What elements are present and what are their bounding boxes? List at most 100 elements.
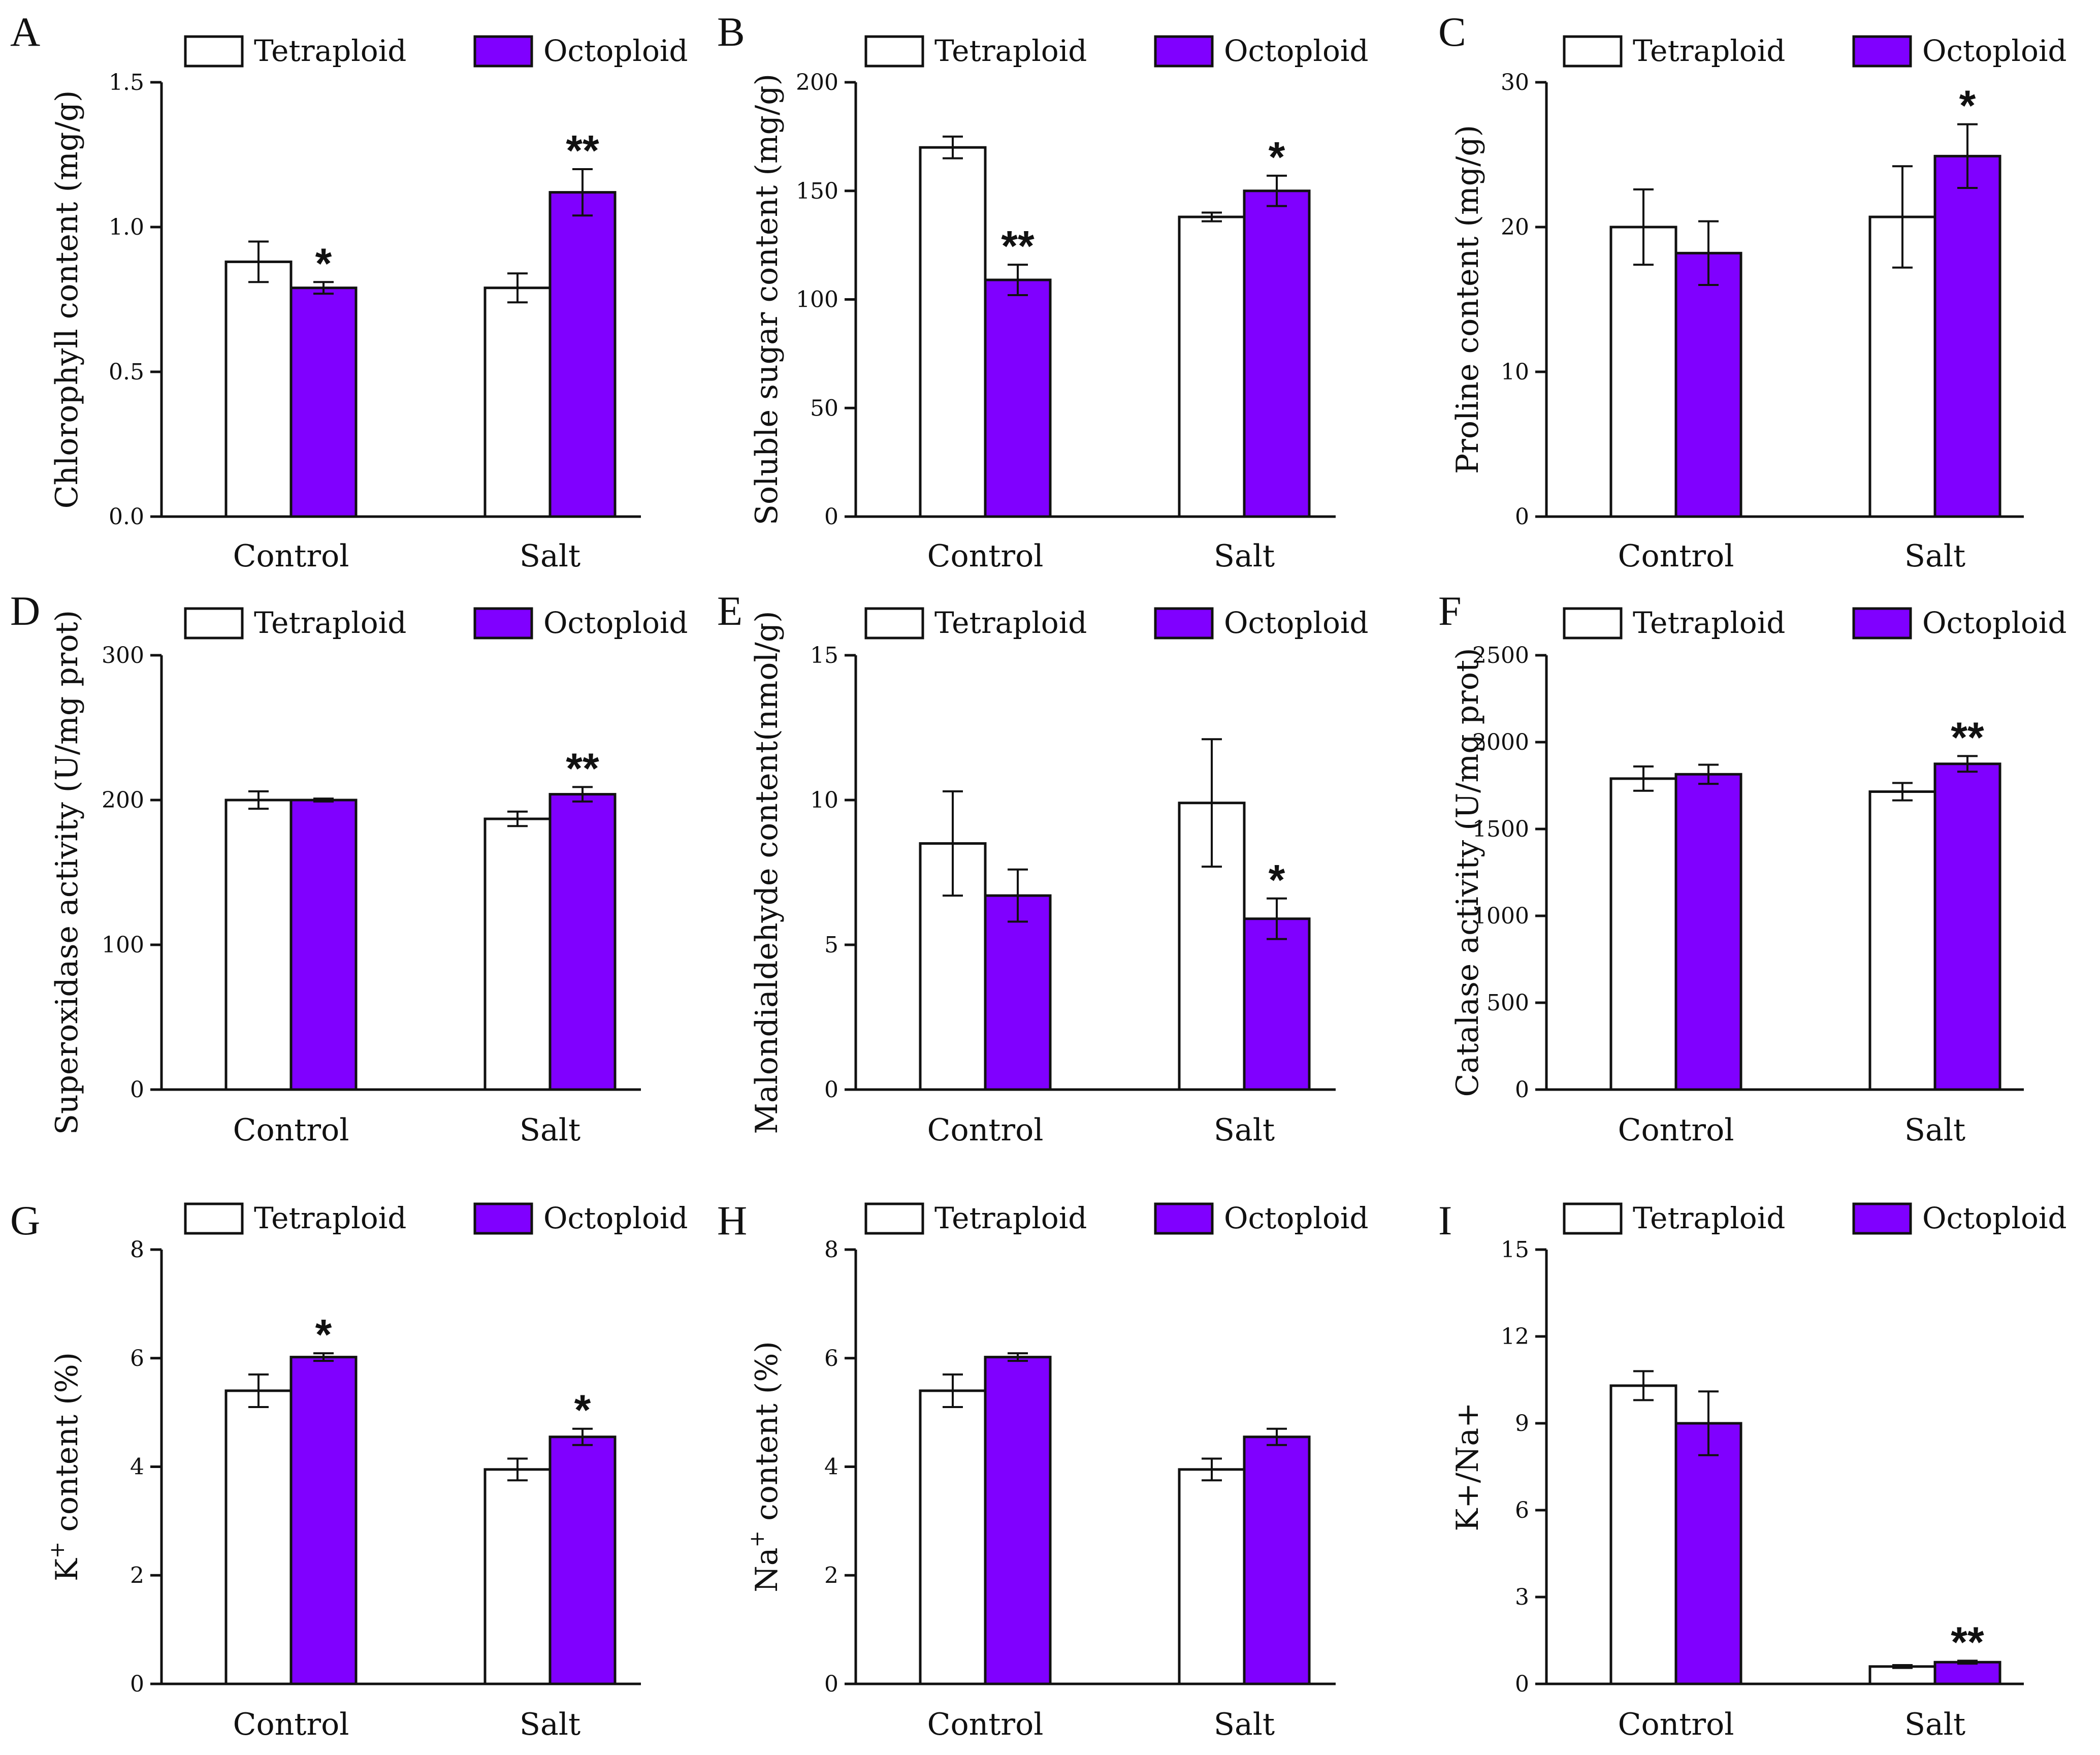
bar-octoploid [1243, 1435, 1311, 1685]
x-category-label: Salt [1214, 1707, 1275, 1742]
bar-tetraploid [919, 1389, 987, 1685]
y-axis-title: Chlorophyll content (mg/g) [49, 90, 85, 509]
y-tick-label: 1.5 [109, 70, 144, 95]
panel-letter: A [10, 9, 40, 55]
y-axis-title: Na+ content (%) [746, 1341, 785, 1592]
bar-octoploid [289, 286, 358, 518]
y-tick-label: 0.5 [109, 359, 144, 385]
bar-tetraploid [1178, 215, 1246, 518]
significance-marker: * [315, 1311, 332, 1358]
y-axis-title: Catalase activity (U/mg prot) [1450, 648, 1485, 1097]
y-tick-label: 2500 [1472, 643, 1529, 668]
panel-g: G Tetraploid Octoploid K+ content (%) 0 2 4 6 8 C… [10, 1197, 688, 1742]
y-tick-label: 6 [824, 1346, 838, 1371]
y-tick-label: 100 [102, 932, 144, 958]
panel-f: F Tetraploid Octoploid Catalase activity (U… [1438, 588, 2067, 1148]
y-tick-label: 3 [1515, 1584, 1529, 1610]
legend-swatch-tetraploid [1563, 35, 1623, 68]
bar-octoploid [984, 894, 1052, 1091]
panel-letter: B [717, 9, 745, 55]
bar-octoploid [1933, 762, 2001, 1091]
legend-swatch-octoploid [1852, 607, 1912, 640]
y-tick-label: 10 [1501, 359, 1529, 385]
bar-tetraploid [1609, 226, 1677, 518]
x-category-label: Control [927, 538, 1044, 574]
y-tick-label: 1.0 [109, 214, 144, 240]
y-tick-label: 0 [824, 1671, 838, 1697]
legend-label-octoploid: Octoploid [1922, 605, 2067, 640]
y-tick-label: 30 [1501, 70, 1529, 95]
x-category-label: Salt [1904, 538, 1965, 574]
legend-label-tetraploid: Tetraploid [934, 1201, 1087, 1235]
bar-octoploid [1674, 251, 1742, 518]
panel-letter: G [10, 1197, 40, 1243]
significance-marker: ** [1001, 222, 1035, 270]
x-category-label: Salt [1904, 1112, 1965, 1148]
legend-label-tetraploid: Tetraploid [254, 605, 406, 640]
y-tick-label: 9 [1515, 1411, 1529, 1437]
y-tick-label: 6 [130, 1346, 144, 1371]
y-tick-label: 0 [824, 1077, 838, 1103]
bar-octoploid [548, 1435, 617, 1685]
y-tick-label: 0.0 [109, 504, 144, 530]
bar-octoploid [548, 191, 617, 518]
legend-swatch-octoploid [1154, 35, 1214, 68]
y-tick-label: 20 [1501, 214, 1529, 240]
significance-marker: * [574, 1386, 591, 1434]
bar-tetraploid [224, 1389, 293, 1685]
y-tick-label: 0 [1515, 504, 1529, 530]
panel-d: D Tetraploid Octoploid Superoxidase activit… [10, 588, 688, 1148]
y-axis-title: Proline content (mg/g) [1450, 125, 1485, 474]
y-tick-label: 4 [824, 1454, 838, 1480]
legend-swatch-tetraploid [184, 35, 244, 68]
y-tick-label: 6 [1515, 1497, 1529, 1523]
bar-octoploid [289, 799, 358, 1091]
y-tick-label: 5 [824, 932, 838, 958]
legend-label-tetraploid: Tetraploid [254, 34, 406, 68]
panel-i: I Tetraploid Octoploid K+/Na+ 0 3 6 9 12 15 Contro… [1438, 1197, 2067, 1742]
bar-octoploid [1243, 189, 1311, 518]
x-category-label: Salt [1904, 1707, 1965, 1742]
y-tick-label: 0 [1515, 1077, 1529, 1103]
panel-letter: D [10, 588, 40, 634]
significance-marker: ** [566, 126, 599, 174]
bar-tetraploid [224, 799, 293, 1091]
y-tick-label: 8 [824, 1237, 838, 1263]
x-category-label: Control [1618, 1112, 1734, 1148]
y-tick-label: 15 [1501, 1237, 1529, 1263]
bar-tetraploid [483, 286, 552, 518]
legend-swatch-octoploid [1154, 1202, 1214, 1235]
y-axis-title: Malondialdehyde content(nmol/g) [749, 611, 785, 1134]
y-tick-label: 300 [102, 643, 144, 668]
x-category-label: Control [1618, 538, 1734, 574]
bar-octoploid [1674, 773, 1742, 1091]
x-category-label: Salt [1214, 538, 1275, 574]
significance-marker: ** [1951, 713, 1984, 761]
bar-tetraploid [1609, 777, 1677, 1091]
legend-swatch-tetraploid [1563, 607, 1623, 640]
legend-label-octoploid: Octoploid [543, 34, 688, 68]
legend-swatch-tetraploid [184, 607, 244, 640]
y-tick-label: 2 [824, 1562, 838, 1588]
y-tick-label: 500 [1487, 990, 1529, 1016]
legend-swatch-tetraploid [1563, 1202, 1623, 1235]
panel-letter: F [1438, 588, 1462, 634]
y-tick-label: 2000 [1472, 729, 1529, 755]
bar-octoploid [548, 793, 617, 1091]
y-tick-label: 150 [796, 178, 838, 204]
x-category-label: Salt [520, 538, 580, 574]
legend-label-tetraploid: Tetraploid [1633, 1201, 1785, 1235]
x-category-label: Salt [520, 1112, 580, 1148]
legend-label-octoploid: Octoploid [1224, 34, 1369, 68]
y-tick-label: 200 [796, 70, 838, 95]
bar-tetraploid [1868, 1665, 1936, 1685]
x-category-label: Control [927, 1112, 1044, 1148]
significance-marker: * [1959, 82, 1976, 130]
y-tick-label: 1000 [1472, 903, 1529, 929]
legend-label-tetraploid: Tetraploid [934, 605, 1087, 640]
legend-label-octoploid: Octoploid [543, 605, 688, 640]
bar-tetraploid [919, 146, 987, 518]
legend-swatch-octoploid [1852, 1202, 1912, 1235]
y-tick-label: 1500 [1472, 816, 1529, 842]
legend-label-tetraploid: Tetraploid [1633, 34, 1785, 68]
